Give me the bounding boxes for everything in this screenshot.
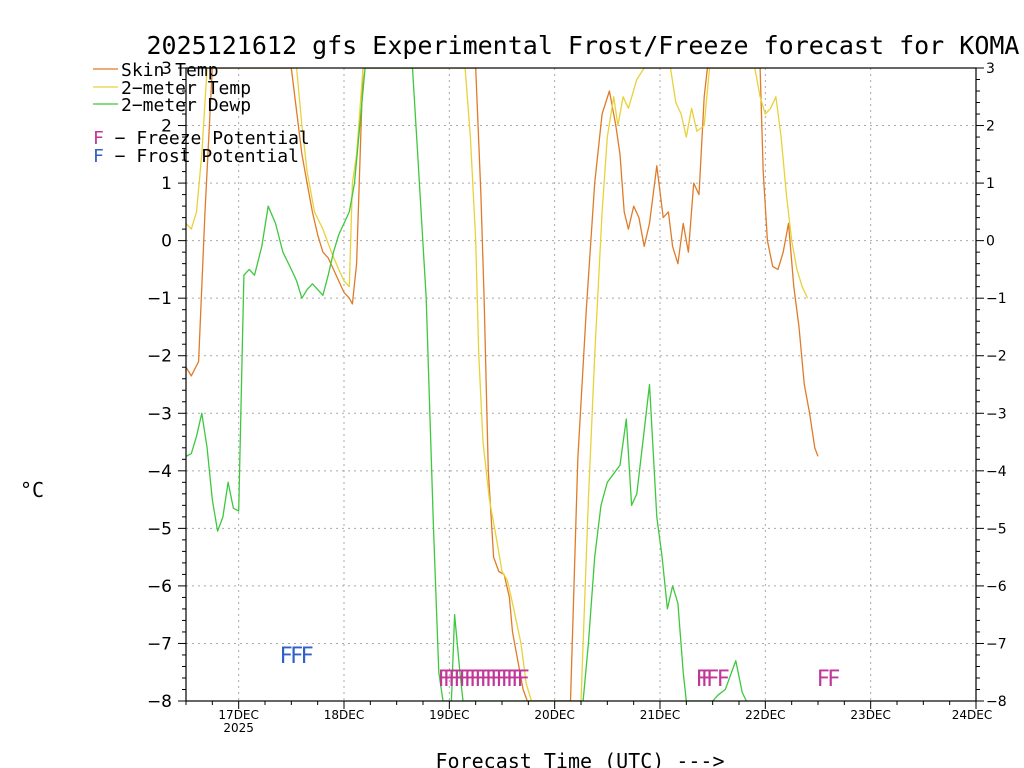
y-tick-label-right: 3 [986, 61, 995, 77]
freeze-potential-marker: F [701, 667, 714, 692]
series-2-meter-dewp [186, 68, 747, 701]
legend-2m-dewp: 2−meter Dewp [121, 95, 251, 116]
x-tick-label: 19DEC [429, 708, 469, 722]
legend-skin-temp: Skin Temp [121, 60, 219, 81]
y-tick-label-left: −4 [147, 462, 172, 482]
x-tick-label: 17DEC [218, 708, 258, 722]
freeze-potential-marker: F [501, 667, 514, 692]
x-axis: 17DEC 18DEC 19DEC 20DEC 21DEC 22DEC 23DEC 24DEC… [185, 701, 992, 735]
legend-freeze-potential: F − Freeze Potential [93, 128, 310, 149]
freeze-potential-marker: F [817, 667, 830, 692]
y-tick-label-right: −5 [986, 521, 1007, 537]
y-tick-label-right: 0 [986, 234, 995, 250]
legend-freeze-glyph: F [93, 128, 104, 149]
freeze-potential-marker: F [696, 667, 709, 692]
legend: Skin Temp 2−meter Temp 2−meter Dewp F − … [93, 60, 310, 167]
y-tick-label-right: −2 [986, 349, 1007, 365]
freeze-potential-marker: F [480, 667, 493, 692]
x-tick-label: 18DEC [324, 708, 364, 722]
y-tick-label-right: −1 [986, 291, 1007, 307]
legend-frost-potential: F − Frost Potential [93, 146, 299, 167]
y-tick-label-left: −6 [147, 577, 172, 597]
y-axis-right: −8 −7 −6 −5 −4 −3 −2 −1 0 1 2 3 [976, 61, 1007, 710]
freeze-potential-marker: F [490, 667, 503, 692]
freeze-potential-marker: F [827, 667, 840, 692]
frost-potential-marker: F [279, 644, 292, 669]
frost-potential-marker: F [290, 644, 303, 669]
y-tick-label-right: −6 [986, 579, 1007, 595]
freeze-potential-marker: F [437, 667, 450, 692]
y-tick-label-left: 0 [161, 232, 172, 252]
x-tick-label: 22DEC [745, 708, 785, 722]
freeze-potential-marker: F [495, 667, 508, 692]
series-2-meter-temp [186, 68, 809, 701]
freeze-potential-marker: F [506, 667, 519, 692]
y-tick-label-left: −2 [147, 347, 172, 367]
freeze-potential-marker: F [474, 667, 487, 692]
freeze-potential-marker: F [516, 667, 529, 692]
freeze-potential-marker: F [485, 667, 498, 692]
y-tick-label-left: −5 [147, 519, 172, 539]
legend-frost-glyph: F [93, 146, 104, 167]
x-tick-label: 24DEC [952, 708, 992, 722]
legend-frost-text: − Frost Potential [104, 146, 299, 167]
y-tick-label-right: −8 [986, 694, 1007, 710]
y-axis-title: °C [20, 478, 44, 502]
y-tick-label-left: −1 [147, 289, 172, 309]
freeze-potential-marker: F [717, 667, 730, 692]
freeze-potential-marker: F [464, 667, 477, 692]
frost-potential-marker: F [301, 644, 314, 669]
y-tick-label-right: 2 [986, 119, 995, 135]
y-axis-left: −8 −7 −6 −5 −4 −3 −2 −1 0 1 2 3 [147, 59, 186, 712]
y-tick-label-left: −8 [147, 692, 172, 712]
y-tick-label-left: −3 [147, 404, 172, 424]
freeze-potential-marker: F [459, 667, 472, 692]
x-tick-label: 20DEC [534, 708, 574, 722]
y-tick-label-left: 1 [161, 174, 172, 194]
freeze-potential-marker: F [453, 667, 466, 692]
y-tick-label-left: 2 [161, 117, 172, 137]
freeze-potential-marker: F [511, 667, 524, 692]
y-tick-label-right: −4 [986, 464, 1007, 480]
freeze-potential-marker: F [448, 667, 461, 692]
y-tick-label-right: 1 [986, 176, 995, 192]
series-layer [186, 68, 819, 701]
series-skin-temp [186, 68, 819, 701]
y-tick-label-right: −3 [986, 406, 1007, 422]
freeze-potential-marker: F [469, 667, 482, 692]
x-axis-title: Forecast Time (UTC) ---> [436, 749, 725, 768]
x-tick-label: 23DEC [850, 708, 890, 722]
y-tick-label-right: −7 [986, 636, 1007, 652]
x-tick-label: 21DEC [640, 708, 680, 722]
legend-freeze-text: − Freeze Potential [104, 128, 310, 149]
y-tick-label-left: −7 [147, 634, 172, 654]
y-tick-label-left: 3 [161, 59, 172, 79]
chart-title: 2025121612 gfs Experimental Frost/Freeze… [147, 31, 1020, 60]
freeze-potential-marker: F [706, 667, 719, 692]
freeze-potential-marker: F [443, 667, 456, 692]
legend-2m-temp: 2−meter Temp [121, 78, 251, 99]
x-year-label: 2025 [223, 721, 254, 735]
